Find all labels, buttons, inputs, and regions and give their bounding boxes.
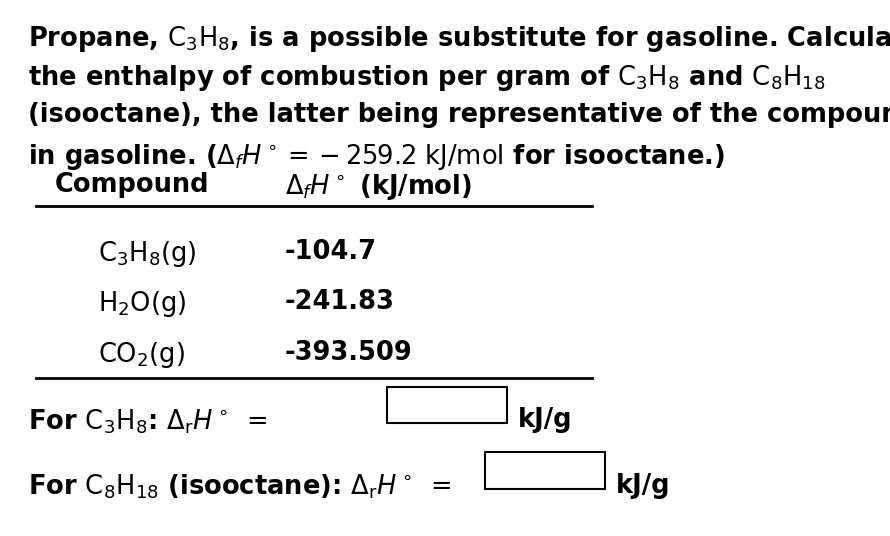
Text: For $\mathrm{C_3H_8}$: $\Delta_\mathrm{r} H^\circ\ =$: For $\mathrm{C_3H_8}$: $\Delta_\mathrm{r…: [28, 407, 268, 436]
Text: Propane, $\mathrm{C_3H_8}$, is a possible substitute for gasoline. Calculate: Propane, $\mathrm{C_3H_8}$, is a possibl…: [28, 24, 890, 54]
Text: -104.7: -104.7: [285, 239, 376, 265]
Text: -241.83: -241.83: [285, 289, 394, 316]
Text: Compound: Compound: [55, 172, 210, 198]
Text: the enthalpy of combustion per gram of $\mathrm{C_3H_8}$ and $\mathrm{C_8H_{18}}: the enthalpy of combustion per gram of $…: [28, 63, 826, 93]
Text: kJ/g: kJ/g: [518, 407, 572, 434]
Text: $\mathrm{H_2O(g)}$: $\mathrm{H_2O(g)}$: [98, 289, 186, 319]
Text: -393.509: -393.509: [285, 340, 413, 367]
Text: $\mathrm{C_3H_8(g)}$: $\mathrm{C_3H_8(g)}$: [98, 239, 197, 269]
Text: $\Delta_f H^\circ$ (kJ/mol): $\Delta_f H^\circ$ (kJ/mol): [285, 172, 472, 202]
Text: $\mathrm{CO_2(g)}$: $\mathrm{CO_2(g)}$: [98, 340, 185, 370]
Text: kJ/g: kJ/g: [616, 473, 670, 499]
Text: For $\mathrm{C_8H_{18}}$ (isooctane): $\Delta_\mathrm{r} H^\circ\ =$: For $\mathrm{C_8H_{18}}$ (isooctane): $\…: [28, 473, 452, 501]
Text: in gasoline. ($\Delta_f H^\circ = -259.2\ \mathrm{kJ/mol}$ for isooctane.): in gasoline. ($\Delta_f H^\circ = -259.2…: [28, 142, 725, 172]
Text: (isooctane), the latter being representative of the compounds: (isooctane), the latter being representa…: [28, 102, 890, 129]
